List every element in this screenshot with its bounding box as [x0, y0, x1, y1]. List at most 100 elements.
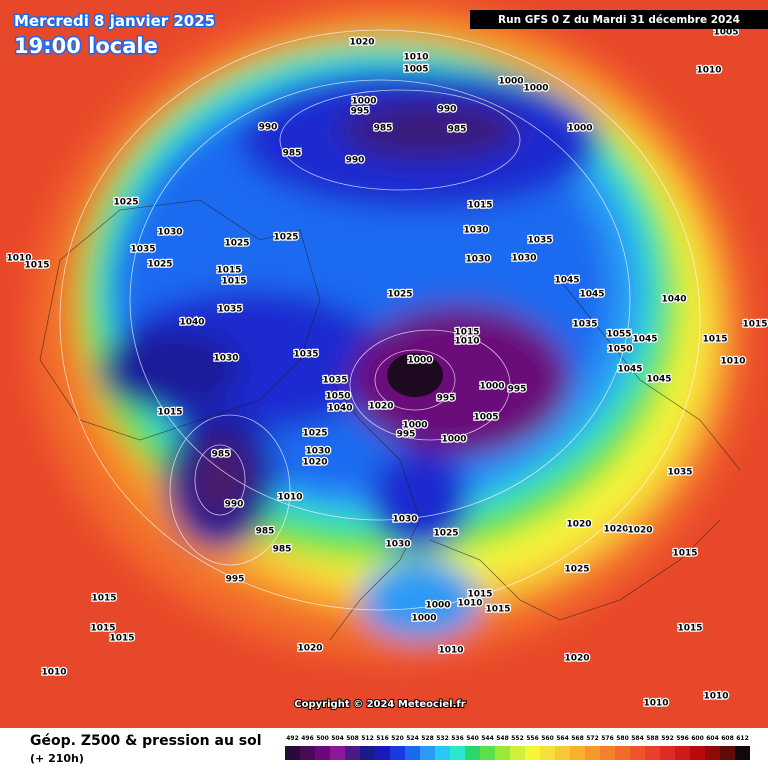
- isobar-label: 1015: [90, 624, 115, 634]
- isobar-label: 1015: [677, 624, 702, 634]
- run-info: Run GFS 0 Z du Mardi 31 décembre 2024: [498, 14, 740, 26]
- legend-level: 572: [586, 735, 599, 742]
- isobar-label: 1000: [411, 614, 436, 624]
- isobar-label: 1045: [632, 335, 657, 345]
- isobar-label: 995: [351, 107, 370, 117]
- legend-swatch: [675, 746, 690, 760]
- legend-lead: (+ 210h): [30, 752, 84, 765]
- isobar-label: 1035: [572, 320, 597, 330]
- isobar-label: 1010: [403, 53, 428, 63]
- isobar-label: 1030: [385, 540, 410, 550]
- legend-level: 516: [376, 735, 389, 742]
- legend-swatch: [390, 746, 405, 760]
- isobar-label: 1030: [157, 228, 182, 238]
- isobar-label: 1015: [454, 328, 479, 338]
- legend-swatch: [420, 746, 435, 760]
- isobar-label: 1025: [224, 239, 249, 249]
- isobar-label: 985: [256, 527, 275, 537]
- isobar-label: 1010: [277, 493, 302, 503]
- legend-swatch: [360, 746, 375, 760]
- legend-swatch: [555, 746, 570, 760]
- isobar-label: 1010: [696, 66, 721, 76]
- isobar-label: 1000: [407, 356, 432, 366]
- legend-swatch: [525, 746, 540, 760]
- isobar-label: 1035: [130, 245, 155, 255]
- legend-swatch: [600, 746, 615, 760]
- legend-swatch: [570, 746, 585, 760]
- legend-swatch: [585, 746, 600, 760]
- isobar-label: 985: [448, 125, 467, 135]
- legend-swatch: [330, 746, 345, 760]
- isobar-label: 1015: [157, 408, 182, 418]
- legend-swatch: [465, 746, 480, 760]
- isobar-label: 1030: [511, 254, 536, 264]
- isobar-label: 1010: [457, 599, 482, 609]
- isobar-label: 1025: [113, 198, 138, 208]
- legend-swatch: [450, 746, 465, 760]
- isobar-label: 1025: [302, 429, 327, 439]
- legend-level: 556: [526, 735, 539, 742]
- isobar-label: 1010: [703, 692, 728, 702]
- legend-level: 576: [601, 735, 614, 742]
- legend-level: 580: [616, 735, 629, 742]
- isobar-label: 1035: [667, 468, 692, 478]
- isobar-label: 1000: [498, 77, 523, 87]
- isobar-label: 1020: [297, 644, 322, 654]
- legend-level: 544: [481, 735, 494, 742]
- isobar-label: 1035: [527, 236, 552, 246]
- legend-swatch: [735, 746, 750, 760]
- isobar-label: 1015: [702, 335, 727, 345]
- legend-level: 584: [631, 735, 644, 742]
- isobar-label: 1000: [479, 382, 504, 392]
- isobar-label: 1020: [564, 654, 589, 664]
- isobar-label: 1045: [646, 375, 671, 385]
- isobar-label: 1010: [438, 646, 463, 656]
- legend-level: 536: [451, 735, 464, 742]
- legend-swatch: [315, 746, 330, 760]
- isobar-label: 1025: [564, 565, 589, 575]
- legend-swatch: [660, 746, 675, 760]
- legend-level: 512: [361, 735, 374, 742]
- run-box: [470, 10, 768, 29]
- isobar-label: 1000: [351, 97, 376, 107]
- legend-swatch: [720, 746, 735, 760]
- legend-swatch: [540, 746, 555, 760]
- isobars: [59, 29, 701, 611]
- legend-swatch: [300, 746, 315, 760]
- isobar-label: 1025: [387, 290, 412, 300]
- isobar-label: 1015: [221, 277, 246, 287]
- isobar-label: 990: [438, 105, 457, 115]
- isobar-label: 1030: [213, 354, 238, 364]
- isobar-label: 1005: [473, 413, 498, 423]
- isobar-label: 985: [374, 124, 393, 134]
- isobar-label: 985: [283, 149, 302, 159]
- legend-swatch: [285, 746, 300, 760]
- isobar-label: 995: [397, 430, 416, 440]
- isobar-label: 1015: [485, 605, 510, 615]
- legend-level: 520: [391, 735, 404, 742]
- isobar-label: 1040: [179, 318, 204, 328]
- legend-level: 528: [421, 735, 434, 742]
- legend-level: 564: [556, 735, 569, 742]
- isobar-label: 1015: [24, 261, 49, 271]
- isobar-label: 1015: [467, 201, 492, 211]
- isobar-label: 1005: [403, 65, 428, 75]
- isobar-label: 1015: [672, 549, 697, 559]
- legend-swatch: [630, 746, 645, 760]
- isobar-label: 995: [508, 385, 527, 395]
- isobar-label: 1010: [643, 699, 668, 709]
- isobar-label: 1035: [293, 350, 318, 360]
- isobar-label: 1020: [603, 525, 628, 535]
- legend-level: 592: [661, 735, 674, 742]
- legend-level: 552: [511, 735, 524, 742]
- legend-level: 548: [496, 735, 509, 742]
- isobar-label: 1015: [467, 590, 492, 600]
- isobar-label: 1050: [325, 392, 350, 402]
- forecast-time: 19:00 locale: [14, 34, 158, 58]
- isobar-label: 1015: [91, 594, 116, 604]
- isobar-label: 1015: [742, 320, 767, 330]
- isobar-label: 1020: [349, 38, 374, 48]
- legend-level: 612: [736, 735, 749, 742]
